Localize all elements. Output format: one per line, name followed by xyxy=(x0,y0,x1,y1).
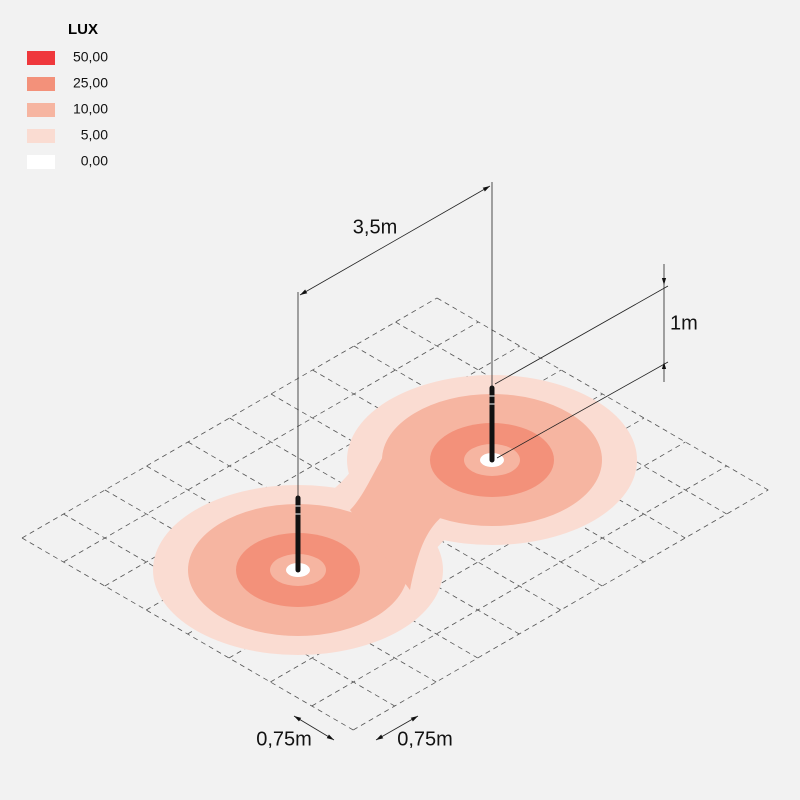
grid-line xyxy=(311,465,728,707)
spacing-label: 3,5m xyxy=(353,216,397,238)
legend: LUX 50,00 25,00 10,00 5,00 0,00 xyxy=(27,21,108,169)
legend-label: 0,00 xyxy=(81,153,108,169)
extension-line xyxy=(496,361,669,459)
cell-b-label: 0,75m xyxy=(397,728,453,750)
dimension-line xyxy=(299,185,491,296)
extension-line xyxy=(494,285,669,385)
legend-swatch xyxy=(27,155,55,169)
grid-line xyxy=(352,489,769,731)
legend-label: 25,00 xyxy=(73,75,108,91)
grid-line xyxy=(63,321,479,563)
cell-a-label: 0,75m xyxy=(256,728,312,750)
lux-contours xyxy=(153,375,637,655)
legend-swatch xyxy=(27,103,55,117)
grid-line xyxy=(21,297,438,539)
legend-label: 5,00 xyxy=(81,127,108,143)
contour xyxy=(350,420,450,590)
dimension-line xyxy=(293,715,335,741)
legend-swatch xyxy=(27,77,55,91)
legend-swatch xyxy=(27,51,55,65)
legend-label: 10,00 xyxy=(73,101,108,117)
legend-title: LUX xyxy=(68,21,98,38)
height-label: 1m xyxy=(670,312,698,334)
legend-swatch xyxy=(27,129,55,143)
dimension-line xyxy=(375,715,419,741)
legend-label: 50,00 xyxy=(73,49,108,65)
